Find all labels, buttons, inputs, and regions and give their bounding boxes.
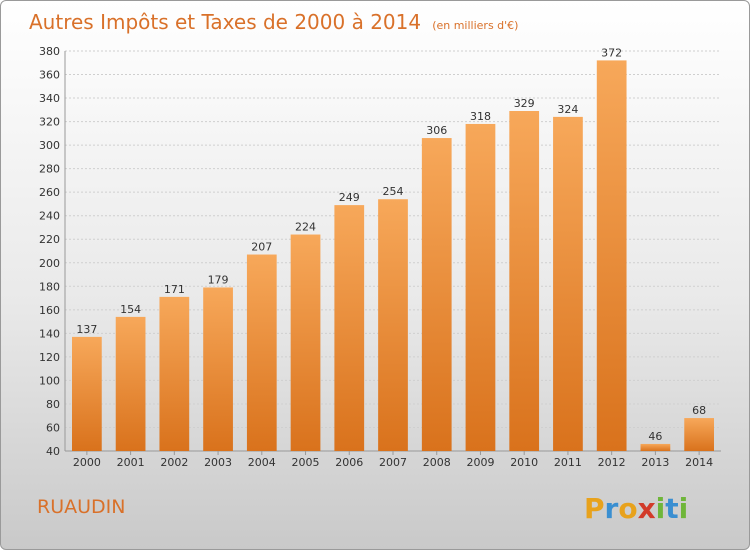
x-tick-label: 2013 [641,456,669,469]
x-tick-label: 2005 [292,456,320,469]
y-axis: 40 60 80 100 120 140 160 180 200 220 240 260 280 300 3… [39,45,60,458]
proxiti-logo: Proxiti [584,492,688,525]
data-label: 324 [557,103,578,116]
y-tick-label: 320 [39,116,60,129]
data-label: 372 [601,46,622,59]
x-tick-label: 2008 [423,456,451,469]
y-tick-label: 160 [39,304,60,317]
bar-2004 [246,254,277,451]
x-tick-label: 2002 [160,456,188,469]
bar-2008 [421,138,452,451]
x-tick-label: 2003 [204,456,232,469]
data-label: 329 [514,97,535,110]
data-label: 154 [120,303,141,316]
bar-2013 [640,443,671,451]
data-label: 249 [339,191,360,204]
y-tick-label: 100 [39,374,60,387]
bar-2002 [159,296,190,451]
bar-2003 [203,287,233,451]
data-label: 68 [692,404,706,417]
chart-title: Autres Impôts et Taxes de 2000 à 2014 (e… [29,10,518,34]
y-tick-label: 140 [39,327,60,340]
y-tick-label: 360 [39,69,60,82]
y-tick-label: 120 [39,351,60,364]
chart-subtitle: (en milliers d'€) [432,19,518,32]
x-tick-label: 2011 [554,456,582,469]
y-tick-label: 60 [46,421,60,434]
data-label: 179 [208,273,229,286]
y-tick-label: 180 [39,280,60,293]
data-label: 318 [470,110,491,123]
bar-2005 [290,234,321,451]
x-tick-label: 2012 [598,456,626,469]
x-tick-label: 2007 [379,456,407,469]
x-tick-label: 2009 [466,456,494,469]
y-tick-label: 220 [39,233,60,246]
y-tick-label: 300 [39,139,60,152]
bar-2011 [553,116,583,451]
bars: 137 154 171 179 207 224 249 254 306 318 329 324 372 4… [71,46,715,452]
y-tick-label: 280 [39,163,60,176]
data-label: 254 [383,185,404,198]
logo-letter: x [638,492,656,525]
x-tick-label: 2000 [73,456,101,469]
x-tick-label: 2004 [248,456,276,469]
data-label: 171 [164,283,185,296]
logo-letter: t [665,492,678,525]
x-tick-label: 2001 [117,456,145,469]
logo-letter: o [618,492,637,525]
x-tick-label: 2006 [335,456,363,469]
bar-2009 [465,123,496,452]
bar-2001 [115,316,146,451]
y-tick-label: 40 [46,445,60,458]
bar-2012 [596,60,627,451]
data-label: 46 [648,430,662,443]
y-tick-label: 260 [39,186,60,199]
y-tick-label: 380 [39,45,60,58]
data-label: 207 [251,241,272,254]
logo-letter: i [656,492,666,525]
data-label: 137 [76,323,97,336]
x-tick-label: 2014 [685,456,713,469]
y-tick-label: 80 [46,398,60,411]
logo-letter: i [679,492,689,525]
commune-name: RUAUDIN [37,496,125,518]
y-tick-label: 240 [39,210,60,223]
x-axis: 2000 2001 2002 2003 2004 2005 2006 2007 2008 2009… [73,451,713,469]
bar-2014 [684,418,715,451]
bar-2000 [71,336,102,451]
x-tick-label: 2010 [510,456,538,469]
chart-title-text: Autres Impôts et Taxes de 2000 à 2014 [29,10,421,34]
bar-2007 [378,199,408,451]
logo-letter: P [584,492,605,525]
data-label: 224 [295,221,316,234]
y-tick-label: 340 [39,92,60,105]
data-label: 306 [426,124,447,137]
bar-2006 [334,205,365,451]
bar-2010 [509,111,540,451]
y-tick-label: 200 [39,257,60,270]
logo-letter: r [605,492,619,525]
